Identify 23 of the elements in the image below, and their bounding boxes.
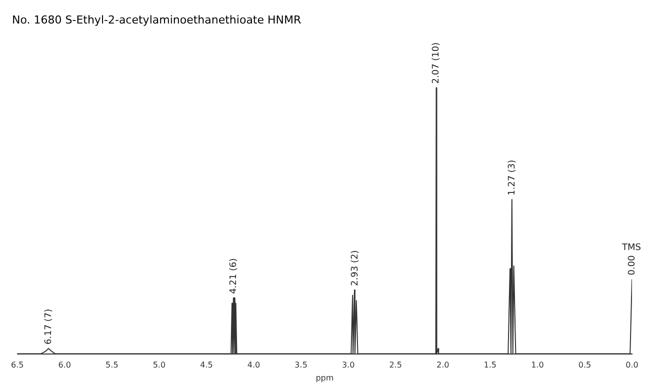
annotation: TMS — [621, 243, 642, 254]
annotation: 0.00 — [627, 254, 638, 276]
x-tick-label: 2.5 — [389, 360, 402, 370]
x-tick-label: 3.0 — [342, 360, 355, 370]
x-axis-title: ppm — [316, 373, 334, 382]
annotation: 4.21 (6) — [229, 258, 240, 294]
annotation: 2.07 (10) — [432, 42, 442, 84]
x-tick-label: 2.0 — [436, 360, 450, 370]
x-tick-label: 1.5 — [484, 360, 497, 370]
x-tick-label: 5.5 — [106, 360, 118, 370]
annotation: 6.17 (7) — [44, 308, 54, 344]
x-tick-label: 3.5 — [294, 360, 308, 370]
annotation: 2.93 (2) — [350, 250, 360, 286]
x-tick-label: 4.5 — [200, 360, 213, 370]
x-tick-label: 0.5 — [578, 360, 592, 370]
x-tick-label: 5.0 — [152, 360, 166, 370]
x-tick-label: 4.0 — [247, 360, 260, 370]
x-tick-label: 0.0 — [626, 360, 638, 370]
x-tick-label: 1.0 — [531, 360, 544, 370]
annotation: 1.27 (3) — [507, 160, 518, 196]
chart-title: No. 1680 S-Ethyl-2-acetylaminoethanethioate HNMR — [12, 13, 302, 26]
x-tick-label: 6.0 — [58, 360, 72, 370]
x-tick-label: 6.5 — [10, 360, 24, 370]
